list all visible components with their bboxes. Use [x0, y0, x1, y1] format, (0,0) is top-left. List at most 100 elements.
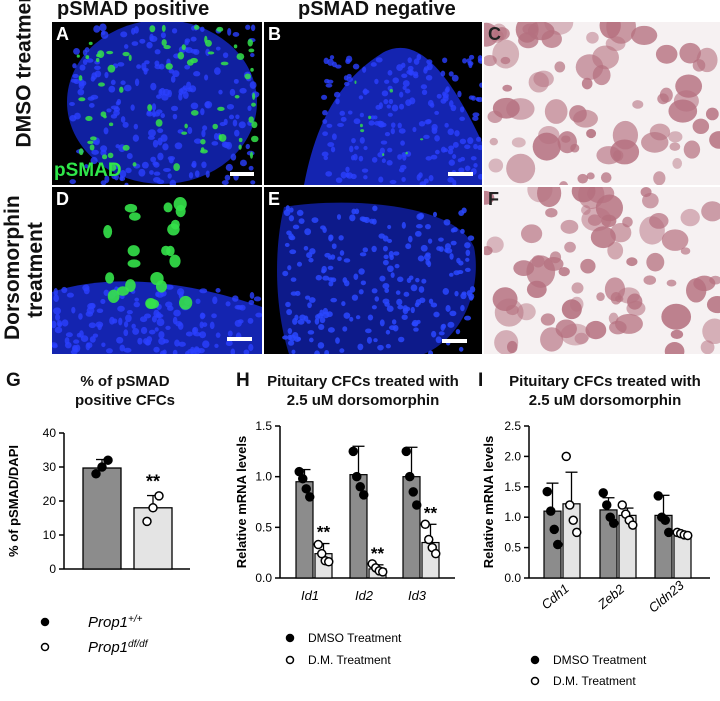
- cell-nucleus: [205, 48, 210, 56]
- cell-nucleus: [107, 64, 116, 73]
- cell-nucleus: [101, 154, 108, 160]
- cell-nucleus: [163, 167, 171, 172]
- cell-nucleus: [372, 205, 378, 212]
- cell-nucleus: [79, 64, 86, 71]
- cell-nucleus: [328, 281, 334, 287]
- cell-nucleus: [405, 151, 408, 155]
- cell-nucleus: [82, 284, 90, 292]
- cell-nucleus: [319, 316, 326, 324]
- cell-nucleus: [143, 313, 152, 319]
- cell-nucleus: [343, 312, 351, 319]
- cell-nucleus: [289, 207, 294, 213]
- cell-nucleus: [120, 31, 128, 38]
- cell-nucleus: [359, 112, 365, 118]
- chart-g-title-line-2: positive CFCs: [74, 392, 176, 409]
- cell-nucleus: [330, 254, 336, 260]
- cell-nucleus: [173, 197, 187, 211]
- cell-colony: [701, 201, 720, 222]
- chart-g-title: % of pSMAD positive CFCs: [30, 372, 220, 410]
- cell-nucleus: [87, 140, 94, 145]
- cell-nucleus: [188, 172, 194, 179]
- cell-nucleus: [341, 301, 346, 307]
- cell-nucleus: [108, 85, 116, 93]
- cell-nucleus: [418, 286, 425, 293]
- cell-nucleus: [447, 149, 454, 155]
- cell-colony: [672, 157, 683, 169]
- cell-nucleus: [239, 87, 247, 94]
- cell-nucleus: [388, 250, 394, 258]
- cell-nucleus: [251, 121, 258, 129]
- cell-colony: [581, 205, 591, 216]
- cell-nucleus: [72, 73, 79, 79]
- cell-nucleus: [288, 233, 294, 240]
- cell-nucleus: [282, 270, 289, 277]
- cell-nucleus: [405, 243, 412, 250]
- cell-nucleus: [398, 336, 405, 343]
- cell-nucleus: [352, 63, 360, 70]
- cell-nucleus: [448, 71, 454, 77]
- cell-nucleus: [78, 97, 86, 102]
- cell-nucleus: [137, 337, 143, 345]
- cell-nucleus: [292, 224, 300, 230]
- cell-nucleus: [207, 51, 215, 55]
- scale-bar: [230, 172, 254, 176]
- cell-nucleus: [337, 122, 344, 127]
- cell-nucleus: [384, 79, 390, 84]
- cell-colony: [586, 172, 595, 180]
- cell-nucleus: [157, 128, 164, 134]
- row-label-dmso: DMSO treatment: [12, 0, 36, 148]
- cell-nucleus: [459, 138, 467, 145]
- panel-letter-h: H: [236, 370, 250, 391]
- cell-nucleus: [371, 157, 378, 163]
- bar-prop1-df: [133, 507, 173, 570]
- legend-label: D.M. Treatment: [553, 674, 636, 688]
- cell-nucleus: [185, 331, 193, 337]
- cell-nucleus: [398, 128, 406, 134]
- cell-nucleus: [362, 89, 370, 94]
- cell-nucleus: [434, 135, 440, 142]
- cell-nucleus: [190, 109, 199, 116]
- cell-nucleus: [234, 129, 240, 137]
- cell-nucleus: [110, 164, 117, 171]
- data-point-filled: [91, 469, 101, 479]
- cell-nucleus: [52, 342, 58, 348]
- cell-nucleus: [338, 235, 344, 241]
- cell-colony: [641, 132, 669, 153]
- cell-nucleus: [435, 336, 442, 344]
- cell-nucleus: [415, 277, 420, 283]
- data-point-open: [313, 539, 323, 550]
- cell-nucleus: [460, 304, 465, 312]
- cell-colony: [559, 181, 569, 185]
- cell-colony: [544, 99, 568, 124]
- cell-nucleus: [115, 144, 120, 149]
- cell-nucleus: [101, 30, 106, 35]
- cell-nucleus: [327, 327, 335, 333]
- cell-nucleus: [170, 75, 176, 83]
- cell-nucleus: [91, 149, 99, 155]
- cell-nucleus: [375, 57, 383, 63]
- data-point-filled: [348, 446, 358, 457]
- y-axis-label: Relative mRNA levels: [481, 436, 496, 568]
- cell-nucleus: [296, 209, 304, 217]
- cell-nucleus: [345, 166, 350, 173]
- cell-nucleus: [169, 179, 177, 185]
- cell-nucleus: [383, 98, 389, 105]
- cell-nucleus: [450, 104, 457, 112]
- cell-nucleus: [383, 254, 389, 260]
- cell-nucleus: [400, 140, 405, 146]
- cell-nucleus: [395, 290, 401, 295]
- cell-nucleus: [311, 217, 319, 223]
- cell-nucleus: [436, 93, 442, 99]
- cell-nucleus: [387, 70, 393, 76]
- panel-letter-g: G: [6, 370, 21, 391]
- cell-colony: [490, 29, 504, 43]
- cell-colony: [617, 287, 640, 304]
- cell-nucleus: [467, 235, 475, 241]
- cell-nucleus: [322, 131, 329, 136]
- cell-nucleus: [248, 116, 254, 123]
- data-point-open: [561, 451, 571, 462]
- y-axis-label: Relative mRNA levels: [234, 436, 249, 568]
- scale-bar: [448, 172, 473, 176]
- cell-nucleus: [401, 73, 408, 79]
- cell-nucleus: [154, 49, 161, 55]
